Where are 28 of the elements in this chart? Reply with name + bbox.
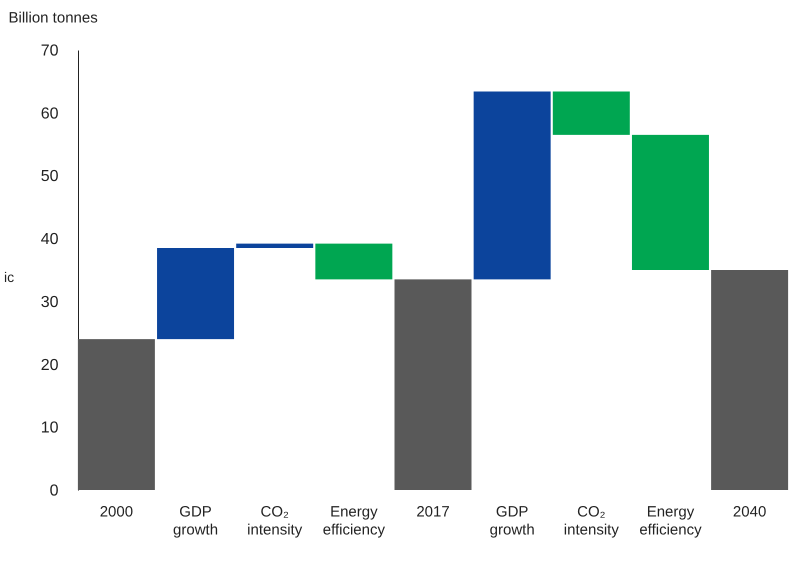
y-tick-label: 40: [40, 231, 59, 248]
bar: [157, 248, 234, 340]
x-tick-label: GDP growth: [173, 504, 218, 538]
bar: [315, 244, 392, 280]
x-tick-label: Energy efficiency: [322, 504, 386, 538]
x-tick-label: GDP growth: [490, 504, 535, 538]
y-tick-label: 50: [40, 168, 59, 186]
y-tick-label: 70: [40, 42, 59, 60]
bar: [394, 279, 472, 490]
bar: [711, 270, 788, 490]
y-tick-label: 10: [40, 420, 59, 437]
y-tick-label: 20: [40, 356, 59, 374]
y-tick-label: 0: [50, 482, 59, 500]
bar: [236, 244, 314, 248]
x-tick-label: 2040: [732, 504, 766, 520]
bar: [552, 91, 630, 135]
x-tick-label: Energy efficiency: [639, 504, 702, 538]
y-tick-label: 60: [40, 105, 59, 122]
x-tick-label: 2000: [100, 504, 134, 520]
x-tick-label: 2017: [416, 504, 450, 520]
y-axis-title: Billion tonnes: [8, 10, 98, 26]
x-tick-label: CO₂ intensity: [564, 504, 620, 538]
x-tick-label: CO₂ intensity: [247, 504, 303, 538]
bar: [474, 91, 551, 280]
text: ic: [4, 269, 14, 285]
y-tick-label: 30: [40, 294, 59, 311]
bar: [78, 339, 155, 490]
bar: [632, 134, 709, 270]
